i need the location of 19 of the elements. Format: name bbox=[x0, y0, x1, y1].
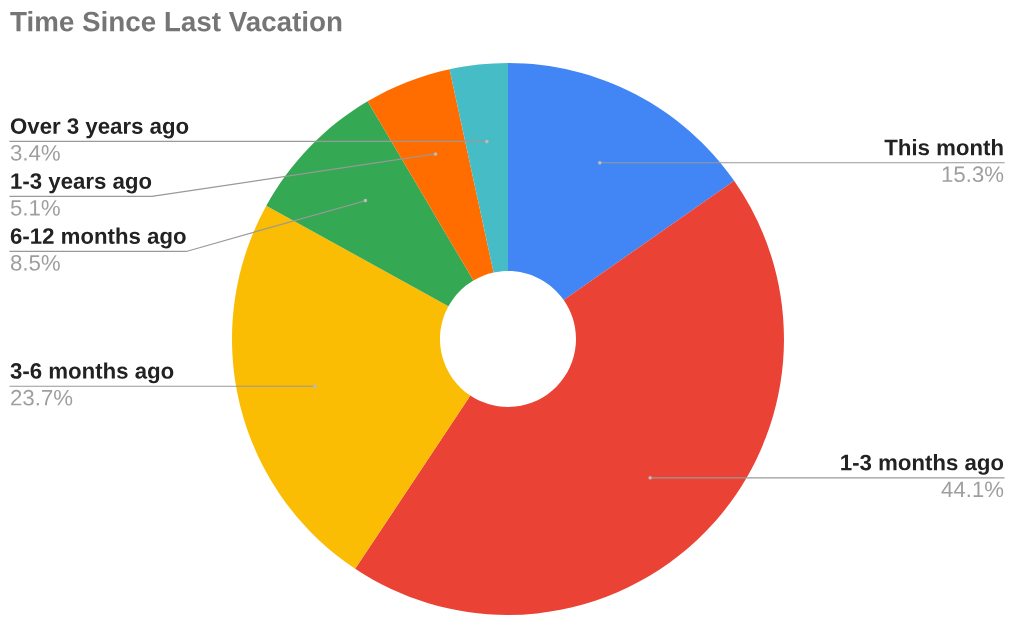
donut-slice bbox=[355, 180, 784, 615]
data-label: 44.1% bbox=[941, 481, 1004, 498]
slice-label: Over 3 years ago bbox=[10, 118, 189, 139]
chart-title: Time Since Last Vacation bbox=[10, 11, 342, 32]
data-label: 5.1% bbox=[10, 200, 60, 216]
donut-slice bbox=[449, 63, 508, 273]
slice-label: This month bbox=[884, 139, 1003, 156]
data-label: 3.4% bbox=[10, 145, 60, 161]
data-label: 23.7% bbox=[11, 389, 73, 406]
slice-label: 6-12 months ago bbox=[10, 227, 186, 249]
data-label: 8.5% bbox=[10, 255, 60, 271]
donut-slice bbox=[232, 205, 471, 569]
slice-label: 1-3 years ago bbox=[11, 173, 152, 194]
donut-slice bbox=[266, 101, 474, 307]
donut-slice bbox=[367, 69, 494, 281]
slice-label: 1-3 months ago bbox=[841, 454, 1004, 475]
slice-label: 3-6 months ago bbox=[10, 362, 174, 384]
donut-slice bbox=[508, 63, 735, 301]
data-label: 15.3% bbox=[942, 166, 1004, 183]
